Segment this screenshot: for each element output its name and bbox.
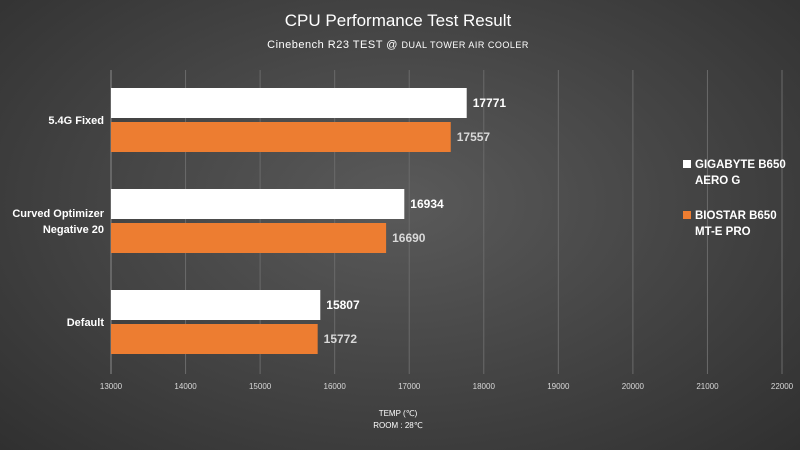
x-tick-label: 20000 — [622, 382, 645, 391]
label-layer: 13000 14000 15000 16000 17000 18000 19000 20000… — [12, 96, 793, 391]
legend: GIGABYTE B650 AERO G BIOSTAR B650 MT-E PRO — [683, 159, 786, 238]
x-tick-label: 21000 — [696, 382, 719, 391]
x-tick-label: 13000 — [100, 382, 123, 391]
category-label: Default — [67, 317, 105, 329]
data-label: 16934 — [410, 197, 444, 211]
bar — [111, 122, 451, 152]
chart-subtitle: Cinebench R23 TEST @ DUAL TOWER AIR COOL… — [267, 39, 529, 51]
x-tick-label: 15000 — [249, 382, 272, 391]
chart-title: CPU Performance Test Result — [285, 11, 512, 30]
chart-subtitle-main: Cinebench R23 TEST @ — [267, 39, 401, 51]
bar — [111, 189, 405, 219]
data-label: 15807 — [326, 298, 360, 312]
x-tick-label: 19000 — [547, 382, 570, 391]
legend-swatch — [683, 211, 691, 219]
x-tick-label: 18000 — [473, 382, 496, 391]
bar — [111, 290, 321, 320]
x-axis-label: TEMP (℃) — [379, 409, 418, 418]
bar-layer — [111, 88, 467, 354]
x-axis-sublabel: ROOM : 28℃ — [373, 421, 422, 430]
bar — [111, 88, 467, 118]
x-tick-label: 16000 — [324, 382, 347, 391]
legend-label: GIGABYTE B650 — [695, 159, 786, 171]
data-label: 17771 — [473, 96, 507, 110]
legend-label: AERO G — [695, 175, 740, 187]
data-label: 16690 — [392, 231, 426, 245]
x-tick-label: 14000 — [174, 382, 197, 391]
x-tick-label: 17000 — [398, 382, 421, 391]
legend-label: MT-E PRO — [695, 226, 751, 238]
bar — [111, 223, 387, 253]
chart-subtitle-small: DUAL TOWER AIR COOLER — [402, 40, 529, 50]
category-label: Curved Optimizer — [12, 208, 104, 220]
data-label: 17557 — [457, 130, 491, 144]
category-label: 5.4G Fixed — [48, 115, 104, 127]
legend-swatch — [683, 160, 691, 168]
category-label: Negative 20 — [43, 224, 104, 236]
x-tick-label: 22000 — [771, 382, 794, 391]
data-label: 15772 — [324, 332, 358, 346]
legend-label: BIOSTAR B650 — [695, 210, 777, 222]
grid-layer — [110, 70, 783, 374]
bar — [111, 324, 318, 354]
